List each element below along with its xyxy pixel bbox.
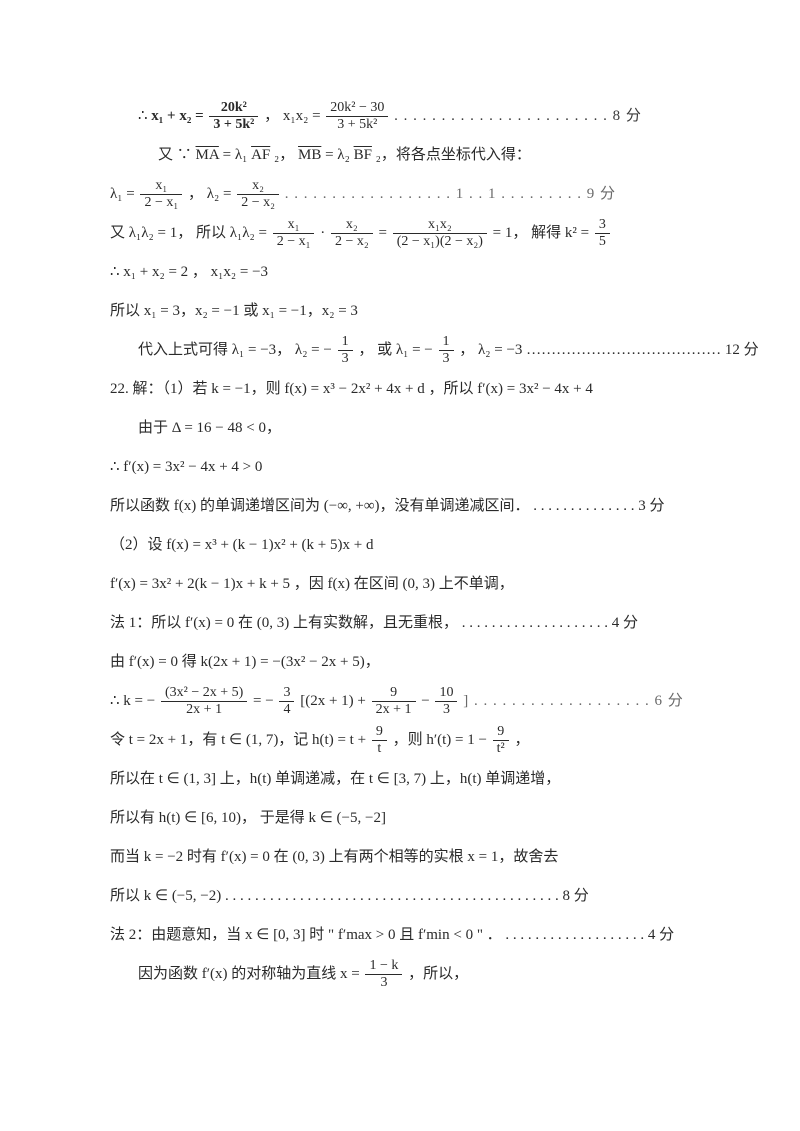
math-solution-page: ∴ x₁ + x₂ = 20k² 3 + 5k² ， x₁x₂ = 20k² −… <box>0 0 800 1131</box>
fraction: (3x² − 2x + 5) 2x + 1 <box>161 686 247 717</box>
text: ， λ₂ = −3 ………………………………… 12 分 <box>459 342 758 358</box>
line-11: 所以函数 f(x) 的单调递增区间为 (−∞, +∞)，没有单调递减区间． . … <box>110 490 710 523</box>
text: 所以有 h(t) ∈ [6, 10)， 于是得 k ∈ (−5, −2] <box>110 810 386 826</box>
line-9: 由于 Δ = 16 − 48 < 0， <box>110 412 710 445</box>
text: = λ₁ <box>223 147 248 163</box>
text: ∴ k = − <box>110 693 155 709</box>
fraction: x₁ 2 − x₁ <box>273 218 315 249</box>
fraction: 3 4 <box>279 686 294 717</box>
score-dots: . . . . . . . . . . . . . . . . . . 1 . … <box>285 186 616 202</box>
text: ₂，将各点坐标代入得： <box>376 147 531 163</box>
line-16: ∴ k = − (3x² − 2x + 5) 2x + 1 = − 3 4 [(… <box>110 685 710 718</box>
line-5: ∴ x₁ + x₂ = 2 ， x₁x₂ = −3 <box>110 256 710 289</box>
vector-af: AF <box>251 147 270 163</box>
line-6: 所以 x₁ = 3，x₂ = −1 或 x₁ = −1，x₂ = 3 <box>110 295 710 328</box>
text: ，则 h′(t) = 1 − <box>393 732 491 748</box>
score-dots: . . . . . . . . . . . . . . . . . . . . … <box>394 108 642 124</box>
text: 22. 解：（1）若 k = −1，则 f(x) = x³ − 2x² + 4x… <box>110 381 593 397</box>
line-17: 令 t = 2x + 1，有 t ∈ (1, 7)，记 h(t) = t + 9… <box>110 724 710 757</box>
fraction: 1 − k 3 <box>365 959 402 990</box>
line-19: 所以有 h(t) ∈ [6, 10)， 于是得 k ∈ (−5, −2] <box>110 802 710 835</box>
text: = <box>379 225 391 241</box>
text: x₁ + x₂ = <box>151 108 207 124</box>
line-14: 法 1：所以 f′(x) = 0 在 (0, 3) 上有实数解，且无重根， . … <box>110 607 710 640</box>
line-3: λ₁ = x₁ 2 − x₁ ， λ₂ = x₂ 2 − x₂ . . . . … <box>110 178 710 211</box>
fraction: 1 3 <box>338 335 353 366</box>
text: 法 2：由题意知，当 x ∈ [0, 3] 时 " f′max > 0 且 f′… <box>110 927 674 943</box>
line-21: 所以 k ∈ (−5, −2) . . . . . . . . . . . . … <box>110 880 710 913</box>
text: ， <box>515 732 530 748</box>
text: λ₁ = <box>110 186 138 202</box>
line-1: ∴ x₁ + x₂ = 20k² 3 + 5k² ， x₁x₂ = 20k² −… <box>110 100 710 133</box>
line-8: 22. 解：（1）若 k = −1，则 f(x) = x³ − 2x² + 4x… <box>110 373 710 406</box>
text: [(2x + 1) + <box>300 693 369 709</box>
line-7: 代入上式可得 λ₁ = −3， λ₂ = − 1 3 ， 或 λ₁ = − 1 … <box>110 334 710 367</box>
fraction: 3 5 <box>595 218 610 249</box>
text: 又 ∵ <box>158 147 196 163</box>
text: 所以 k ∈ (−5, −2) . . . . . . . . . . . . … <box>110 888 589 904</box>
line-4: 又 λ₁λ₂ = 1， 所以 λ₁λ₂ = x₁ 2 − x₁ · x₂ 2 −… <box>110 217 710 250</box>
line-15: 由 f′(x) = 0 得 k(2x + 1) = −(3x² − 2x + 5… <box>110 646 710 679</box>
line-12: （2）设 f(x) = x³ + (k − 1)x² + (k + 5)x + … <box>110 529 710 562</box>
text: 因为函数 f′(x) 的对称轴为直线 x = <box>138 966 363 982</box>
fraction: 20k² 3 + 5k² <box>209 101 258 132</box>
line-10: ∴ f′(x) = 3x² − 4x + 4 > 0 <box>110 451 710 484</box>
text: 令 t = 2x + 1，有 t ∈ (1, 7)，记 h(t) = t + <box>110 732 370 748</box>
fraction: 1 3 <box>439 335 454 366</box>
vector-bf: BF <box>354 147 372 163</box>
text: 而当 k = −2 时有 f′(x) = 0 在 (0, 3) 上有两个相等的实… <box>110 849 558 865</box>
text: = λ₂ <box>325 147 350 163</box>
text: · <box>320 225 329 241</box>
text: ， λ₂ = <box>188 186 235 202</box>
vector-ma: MA <box>196 147 219 163</box>
text: ∴ f′(x) = 3x² − 4x + 4 > 0 <box>110 459 262 475</box>
fraction: x₁ 2 − x₁ <box>140 179 182 210</box>
text: = 1， 解得 k² = <box>493 225 593 241</box>
text: 由 f′(x) = 0 得 k(2x + 1) = −(3x² − 2x + 5… <box>110 654 380 670</box>
fraction: 10 3 <box>435 686 457 717</box>
text: ，所以， <box>408 966 468 982</box>
text: ， 或 λ₁ = − <box>358 342 432 358</box>
text: 所以在 t ∈ (1, 3] 上，h(t) 单调递减，在 t ∈ [3, 7) … <box>110 771 560 787</box>
fraction: 9 t <box>372 725 387 756</box>
text: ₂， <box>274 147 294 163</box>
line-22: 法 2：由题意知，当 x ∈ [0, 3] 时 " f′max > 0 且 f′… <box>110 919 710 952</box>
text: （2）设 f(x) = x³ + (k − 1)x² + (k + 5)x + … <box>110 537 373 553</box>
line-18: 所以在 t ∈ (1, 3] 上，h(t) 单调递减，在 t ∈ [3, 7) … <box>110 763 710 796</box>
text: 由于 Δ = 16 − 48 < 0， <box>138 420 281 436</box>
text: 法 1：所以 f′(x) = 0 在 (0, 3) 上有实数解，且无重根， . … <box>110 615 638 631</box>
fraction: x₂ 2 − x₂ <box>237 179 279 210</box>
text: 所以函数 f(x) 的单调递增区间为 (−∞, +∞)，没有单调递减区间． . … <box>110 498 665 514</box>
text: − <box>421 693 433 709</box>
text: = − <box>253 693 274 709</box>
line-20: 而当 k = −2 时有 f′(x) = 0 在 (0, 3) 上有两个相等的实… <box>110 841 710 874</box>
fraction: 20k² − 30 3 + 5k² <box>326 101 388 132</box>
text: f′(x) = 3x² + 2(k − 1)x + k + 5 ，因 f(x) … <box>110 576 514 592</box>
line-2: 又 ∵ MA = λ₁ AF ₂， MB = λ₂ BF ₂，将各点坐标代入得： <box>110 139 710 172</box>
fraction: 9 t² <box>493 725 509 756</box>
text: ∴ <box>138 108 151 124</box>
fraction: 9 2x + 1 <box>372 686 416 717</box>
fraction: x₂ 2 − x₂ <box>331 218 373 249</box>
text: 所以 x₁ = 3，x₂ = −1 或 x₁ = −1，x₂ = 3 <box>110 303 358 319</box>
score-dots: ] . . . . . . . . . . . . . . . . . . . … <box>463 693 684 709</box>
vector-mb: MB <box>298 147 321 163</box>
text: 又 λ₁λ₂ = 1， 所以 λ₁λ₂ = <box>110 225 271 241</box>
line-13: f′(x) = 3x² + 2(k − 1)x + k + 5 ，因 f(x) … <box>110 568 710 601</box>
fraction: x₁x₂ (2 − x₁)(2 − x₂) <box>393 218 487 249</box>
text: ， x₁x₂ = <box>264 108 324 124</box>
text: 代入上式可得 λ₁ = −3， λ₂ = − <box>138 342 332 358</box>
text: ∴ x₁ + x₂ = 2 ， x₁x₂ = −3 <box>110 264 268 280</box>
line-23: 因为函数 f′(x) 的对称轴为直线 x = 1 − k 3 ，所以， <box>110 958 710 991</box>
